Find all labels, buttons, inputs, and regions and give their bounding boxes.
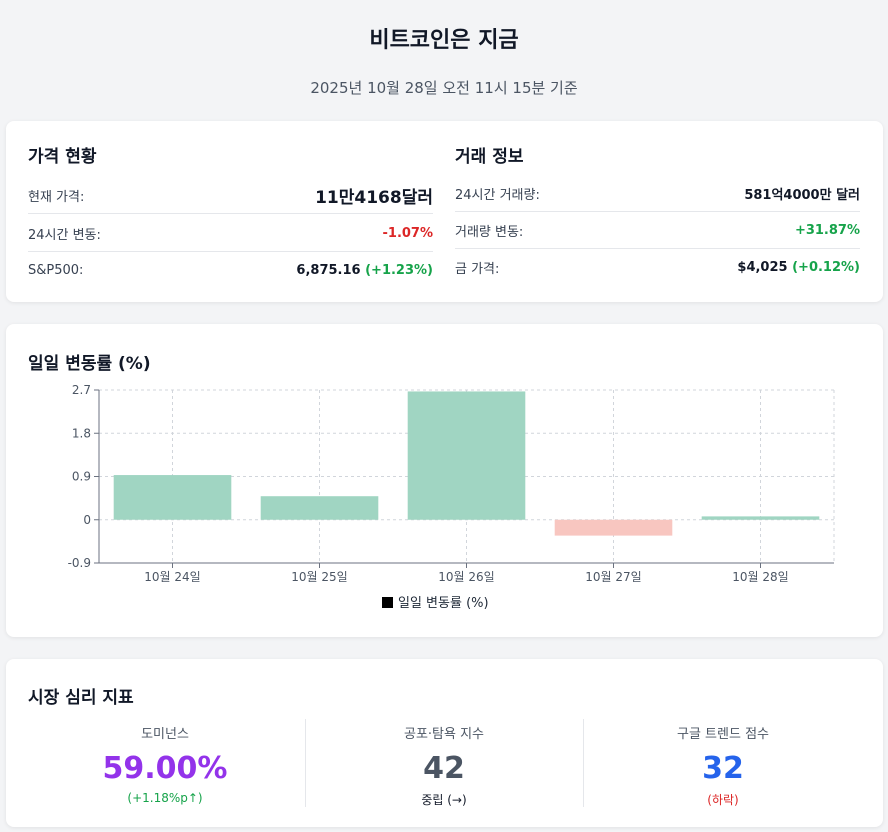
dominance-value: 59.00% [102,751,228,786]
y-tick-label: 2.7 [72,383,91,397]
sentiment-heading: 시장 심리 지표 [28,688,134,708]
sp500-label: S&P500: [28,263,84,278]
current-price-row: 현재 가격: 11만4168달러 [28,177,433,214]
volume-change-label: 거래량 변동: [455,224,524,240]
gold-price-value-group: $4,025 (+0.12%) [737,260,860,275]
dominance-metric: 도미넌스 59.00% (+1.18%p↑) [20,719,310,807]
google-trends-label: 구글 트렌드 점수 [677,727,769,742]
x-tick-label: 10월 25일 [291,570,347,584]
sp500-value-group: 6,875.16 (+1.23%) [296,263,433,278]
change-24h-label: 24시간 변동: [28,227,101,243]
bar [260,496,379,520]
y-tick-label: -0.9 [68,556,91,570]
gold-price-row: 금 가격: $4,025 (+0.12%) [455,249,860,286]
current-price-value: 11만4168달러 [315,187,433,208]
gold-price-label: 금 가격: [455,262,500,277]
current-price-label: 현재 가격: [28,189,85,205]
volume-24h-value: 581억4000만 달러 [744,187,860,203]
page-title: 비트코인은 지금 [369,28,519,53]
volume-24h-label: 24시간 거래량: [455,187,540,203]
sp500-row: S&P500: 6,875.16 (+1.23%) [28,252,433,289]
fear-greed-metric: 공포·탐욕 지수 42 중립 (→) [299,719,589,807]
daily-change-bar-chart: -0.9 0 0.9 1.8 2.7 10월 24일 10월 25일 10월 26일 10월 2… [68,383,835,611]
volume-24h-row: 24시간 거래량: 581억4000만 달러 [455,175,860,212]
page-subtitle: 2025년 10월 28일 오전 11시 15분 기준 [310,79,578,97]
bar [113,475,232,520]
daily-change-chart-card: 일일 변동률 (%) -0.9 0 0.9 1.8 2.7 10월 24일 10월 25일 1… [6,324,883,637]
chart-heading: 일일 변동률 (%) [28,354,151,374]
x-tick-label: 10월 28일 [732,570,788,584]
metric-divider [305,719,306,807]
volume-change-row: 거래량 변동: +31.87% [455,212,860,249]
x-tick-label: 10월 26일 [438,570,494,584]
bar [554,519,673,536]
sentiment-card: 시장 심리 지표 도미넌스 59.00% (+1.18%p↑) 공포·탐욕 지수… [6,659,883,827]
trade-info-heading: 거래 정보 [455,147,524,167]
metric-divider [583,719,584,807]
y-tick-label: 0 [83,513,91,527]
google-trends-value: 32 [702,751,744,786]
sp500-change: (+1.23%) [365,263,433,278]
x-tick-label: 10월 27일 [585,570,641,584]
legend-label: 일일 변동률 (%) [398,596,489,611]
market-info-card: 가격 현황 현재 가격: 11만4168달러 24시간 변동: -1.07% S… [6,121,883,302]
change-24h-value: -1.07% [382,225,434,241]
dominance-label: 도미넌스 [141,727,189,742]
y-tick-label: 0.9 [72,470,91,484]
fear-greed-label: 공포·탐욕 지수 [403,727,485,742]
bar [407,391,526,520]
fear-greed-status: 중립 (→) [421,793,467,807]
google-trends-metric: 구글 트렌드 점수 32 (하락) [578,719,868,807]
volume-change-value: +31.87% [794,222,860,238]
bar [701,516,820,520]
gold-price-change: (+0.12%) [792,260,860,275]
y-tick-label: 1.8 [72,426,91,440]
legend-swatch [382,597,393,608]
dominance-change: (+1.18%p↑) [127,791,203,805]
x-tick-label: 10월 24일 [144,570,200,584]
sp500-value: 6,875.16 [296,263,361,278]
google-trends-status: (하락) [707,793,739,807]
fear-greed-value: 42 [423,751,465,786]
price-status-heading: 가격 현황 [28,147,97,167]
change-24h-row: 24시간 변동: -1.07% [28,215,433,252]
gold-price-value: $4,025 [737,260,788,275]
